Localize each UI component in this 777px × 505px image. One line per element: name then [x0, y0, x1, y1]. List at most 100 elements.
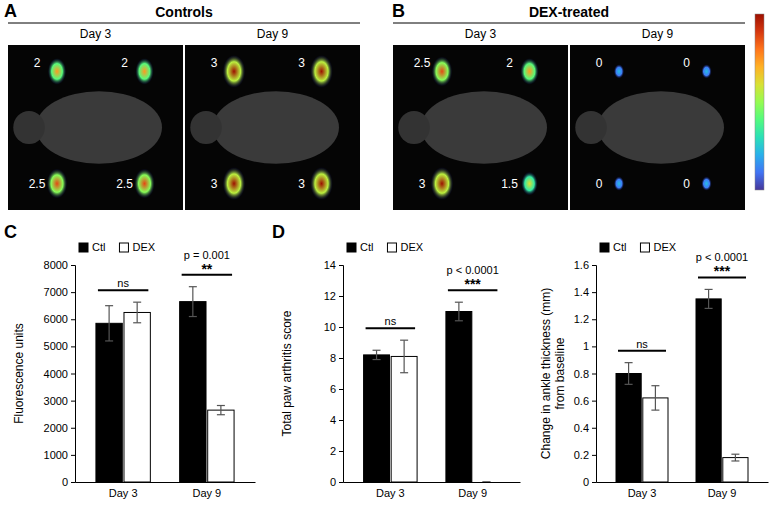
bar	[473, 482, 499, 483]
panel-title: DEX-treated	[529, 4, 609, 20]
legend-label: DEX	[132, 241, 155, 253]
error-bar-cap	[217, 414, 225, 415]
error-bar	[731, 454, 739, 461]
tick-mark	[339, 327, 343, 328]
tick-label: 1	[583, 340, 589, 352]
mouse-body	[598, 91, 724, 164]
column-label: Day 9	[257, 27, 289, 41]
legend-label: DEX	[653, 241, 676, 253]
panel-label: B	[392, 1, 405, 21]
error-bar-cap	[400, 372, 408, 373]
error-bar-cap	[731, 460, 739, 461]
error-bar-cap	[105, 340, 113, 341]
tick-mark	[592, 428, 596, 429]
tick-label: Day 3	[109, 487, 138, 499]
significance-bracket	[618, 350, 666, 352]
tick-label: 14	[324, 259, 336, 271]
tick-mark	[71, 482, 75, 483]
error-bar-cap	[455, 320, 463, 321]
paw-signal	[614, 177, 624, 191]
legend-label: DEX	[400, 241, 423, 253]
y-tick: 7000	[44, 286, 75, 298]
image-background	[185, 45, 360, 210]
mouse-body	[213, 91, 339, 164]
annotation: p < 0.0001	[447, 264, 499, 276]
paw-signal	[311, 168, 333, 200]
error-bar-cap	[625, 384, 633, 385]
paw-signal	[614, 64, 624, 78]
chart: 010002000300040005000600070008000Day 3Da…	[12, 241, 256, 499]
y-tick: 0	[583, 476, 596, 488]
tick-label: Day 9	[708, 487, 737, 499]
tick-label: 0	[330, 476, 336, 488]
x-axis: Day 3 Day 9	[76, 482, 256, 499]
y-tick: 3000	[44, 395, 75, 407]
panel-label: D	[272, 222, 285, 242]
error-bar	[651, 386, 659, 410]
paw-signal	[522, 172, 538, 195]
tick-label: 4	[330, 414, 336, 426]
tick-label: 6000	[44, 313, 68, 325]
tick-mark	[339, 296, 343, 297]
y-tick: 1.2	[574, 313, 596, 325]
error-bar-stem	[109, 306, 110, 341]
legend-swatch	[119, 243, 128, 252]
tick-mark	[592, 265, 596, 266]
tick-mark	[592, 374, 596, 375]
error-bar-cap	[133, 302, 141, 303]
error-bar-cap	[651, 410, 659, 411]
legend-swatch	[79, 243, 88, 252]
tick-mark	[592, 292, 596, 293]
error-bar-stem	[708, 289, 709, 308]
paw-signal	[702, 177, 712, 191]
error-bar-cap	[651, 385, 659, 386]
error-bar-stem	[628, 363, 629, 385]
paw-score: 2	[34, 56, 41, 70]
y-axis-title: Fluorescence units	[12, 323, 26, 424]
color-bar	[755, 14, 764, 190]
paw-signal	[135, 169, 155, 198]
paw-score: 3	[211, 177, 218, 191]
paw-score: 3	[211, 56, 218, 70]
tick-mark	[339, 420, 343, 421]
bar	[696, 299, 721, 482]
legend: CtlDEX	[347, 241, 424, 253]
error-bar-cap	[482, 481, 490, 482]
x-tick: Day 3	[109, 482, 138, 499]
legend-swatch	[640, 243, 649, 252]
error-bar-cap	[455, 302, 463, 303]
y-tick: 0.8	[574, 368, 596, 380]
tick-mark	[592, 346, 596, 347]
axis-line	[76, 482, 256, 483]
paw-signal	[48, 58, 66, 84]
error-bar-cap	[373, 359, 381, 360]
error-bar-cap	[400, 340, 408, 341]
image-panel: DEX-treatedDay 32.5231.5Day 90000	[393, 4, 764, 210]
paw-score: 3	[298, 177, 305, 191]
annotation: ns	[117, 277, 129, 289]
legend-swatch	[600, 243, 609, 252]
annotation: ns	[385, 315, 397, 327]
error-bar-cap	[133, 322, 141, 323]
plot-area	[96, 287, 234, 482]
error-bar-cap	[705, 289, 713, 290]
y-tick: 0	[62, 476, 75, 488]
y-tick: 6	[330, 383, 343, 395]
error-bar	[455, 302, 463, 321]
paw-score: 2.5	[116, 177, 133, 191]
tick-label: 7000	[44, 286, 68, 298]
bar	[96, 323, 122, 482]
error-bar-cap	[625, 362, 633, 363]
tick-label: 1.4	[574, 286, 589, 298]
tick-label: Day 9	[458, 487, 487, 499]
y-tick: 4000	[44, 368, 75, 380]
paw-score: 3	[298, 56, 305, 70]
y-tick: 12	[324, 290, 343, 302]
title-rule	[8, 23, 360, 24]
panel-label: A	[4, 1, 17, 21]
x-tick: Day 9	[192, 482, 221, 499]
tick-mark	[71, 401, 75, 402]
bar	[124, 312, 150, 482]
tick-label: 4000	[44, 368, 68, 380]
paw-signal	[311, 55, 333, 87]
